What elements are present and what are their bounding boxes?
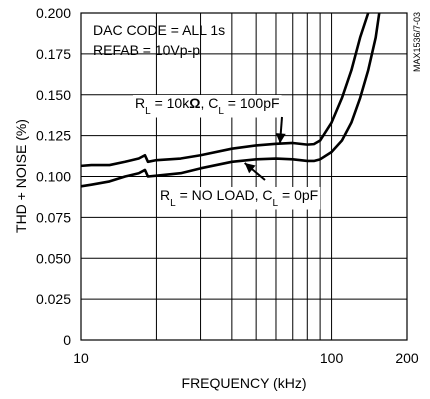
y-axis-label: THD + NOISE (%) bbox=[13, 119, 29, 233]
series-label-part: = NO LOAD, C bbox=[176, 187, 273, 203]
y-tick-label: 0.050 bbox=[36, 250, 71, 266]
x-tick-label: 100 bbox=[320, 350, 344, 366]
annotations: DAC CODE = ALL 1s REFAB = 10Vp-p bbox=[93, 22, 225, 58]
series-label-part: , C bbox=[200, 95, 218, 111]
annotation-text: DAC CODE = ALL 1s bbox=[93, 22, 225, 38]
x-tick-labels: 10 100 200 bbox=[73, 350, 419, 366]
series-label-part: L bbox=[170, 198, 176, 209]
series-label-part: = 100pF bbox=[224, 95, 280, 111]
series-line-1 bbox=[80, 12, 370, 168]
series-label-bg bbox=[158, 187, 321, 210]
y-tick-label: 0.025 bbox=[36, 291, 71, 307]
plot-frame bbox=[80, 12, 408, 341]
series-label-part: L bbox=[273, 198, 279, 209]
pointer-arrow-2-head bbox=[244, 162, 256, 174]
y-tick-label: 0 bbox=[63, 332, 71, 348]
series-label-part: R bbox=[135, 95, 145, 111]
y-tick-label: 0.150 bbox=[36, 87, 71, 103]
series-label-2: RL = NO LOAD, CL = 0pF bbox=[160, 187, 318, 209]
y-tick-label: 0.175 bbox=[36, 46, 71, 62]
series-label-part: L bbox=[145, 106, 151, 117]
series-line-2 bbox=[80, 12, 381, 188]
y-tick-label: 0.100 bbox=[36, 169, 71, 185]
pointer-arrow-1-head bbox=[275, 133, 286, 144]
x-axis-label: FREQUENCY (kHz) bbox=[182, 375, 307, 391]
series-label-part: R bbox=[160, 187, 170, 203]
series-label-part: Ω bbox=[189, 95, 200, 111]
y-tick-label: 0.200 bbox=[36, 5, 71, 21]
annotation-text: REFAB = 10Vp-p bbox=[93, 42, 200, 58]
x-tick-label: 10 bbox=[73, 350, 89, 366]
series-label-part: = 10k bbox=[151, 95, 191, 111]
series-label-part: = 0pF bbox=[278, 187, 318, 203]
series-label-bg bbox=[133, 95, 282, 118]
series-label-1: RL = 10kΩ, CL = 100pF bbox=[135, 95, 280, 117]
y-tick-label: 0.125 bbox=[36, 128, 71, 144]
series-lines bbox=[80, 12, 381, 188]
series-label-part: L bbox=[218, 106, 224, 117]
watermark: MAX1536/7-03 bbox=[412, 12, 422, 72]
y-tick-labels: 0 0.025 0.050 0.075 0.100 0.125 0.150 0.175 0.20… bbox=[36, 5, 71, 348]
x-tick-label: 200 bbox=[395, 350, 419, 366]
y-tick-label: 0.075 bbox=[36, 209, 71, 225]
